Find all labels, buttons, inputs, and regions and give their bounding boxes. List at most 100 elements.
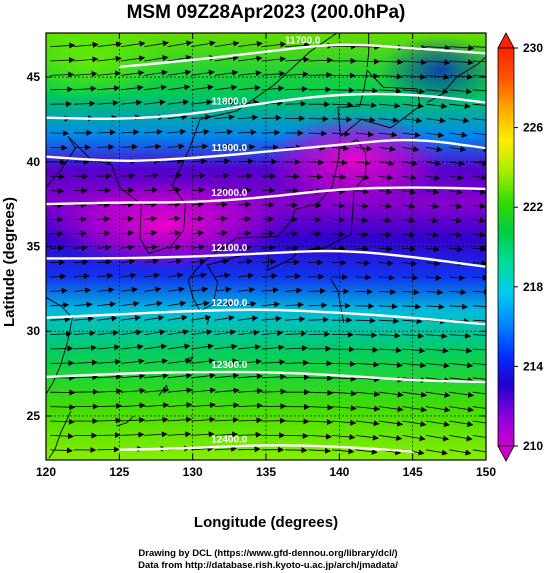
wind-vector — [378, 260, 394, 267]
wind-vector — [191, 84, 214, 91]
wind-vector — [355, 217, 369, 224]
wind-vector — [331, 101, 354, 108]
colorbar-tick-label: 230 — [523, 41, 543, 55]
wind-vector — [285, 432, 309, 439]
wind-vector — [73, 56, 99, 63]
y-tick-label: 45 — [27, 70, 41, 84]
wind-vector — [285, 287, 303, 294]
wind-vector — [73, 344, 97, 351]
wind-vector — [50, 57, 75, 64]
wind-vector — [144, 143, 162, 150]
wind-vector — [214, 358, 239, 365]
wind-vector — [214, 187, 229, 194]
wind-vector — [308, 404, 334, 411]
wind-vector — [238, 41, 263, 47]
wind-vector — [120, 343, 144, 350]
wind-vector — [73, 41, 99, 48]
wind-vector — [238, 187, 252, 194]
wind-vector — [238, 201, 252, 208]
wind-vector — [144, 84, 167, 91]
wind-vector — [120, 201, 134, 208]
wind-vector — [285, 316, 306, 323]
wind-vector — [238, 99, 260, 106]
wind-vector — [144, 128, 163, 135]
wind-vector — [449, 391, 475, 398]
wind-vector — [214, 99, 237, 106]
wind-vector — [402, 217, 416, 224]
wind-vector — [50, 316, 71, 323]
wind-vector — [214, 158, 231, 165]
wind-vector — [425, 303, 445, 310]
wind-vector — [167, 258, 183, 265]
wind-vector — [472, 217, 486, 224]
wind-vector — [308, 71, 333, 78]
wind-vector — [167, 431, 192, 438]
wind-vector — [167, 416, 193, 423]
wind-vector — [214, 402, 240, 409]
wind-vector — [50, 187, 65, 194]
contour-label: 11800.0 — [211, 96, 247, 107]
wind-vector — [402, 246, 417, 252]
x-axis-label: Longitude (degrees) — [194, 514, 338, 531]
wind-vector — [331, 216, 345, 223]
wind-vector — [167, 358, 192, 365]
wind-vector — [214, 215, 228, 222]
wind-vector — [402, 289, 420, 296]
wind-vector — [214, 69, 239, 76]
wind-vector — [120, 300, 140, 307]
wind-vector — [73, 85, 97, 92]
wind-vector — [378, 217, 392, 224]
wind-vector — [238, 315, 259, 322]
chart-title: MSM 09Z28Apr2023 (200.0hPa) — [127, 2, 406, 23]
wind-vector — [331, 405, 357, 412]
wind-vector — [449, 160, 465, 167]
wind-vector — [449, 435, 473, 442]
wind-vector — [191, 244, 205, 251]
colorbar-upper-extension — [497, 32, 515, 49]
wind-vector — [402, 174, 417, 181]
wind-vector — [144, 215, 158, 222]
wind-vector — [355, 391, 381, 398]
wind-vector — [285, 359, 310, 366]
y-tick-label: 40 — [27, 155, 41, 169]
wind-vector — [308, 173, 324, 180]
contour-label: 12400.0 — [211, 434, 248, 445]
wind-vector — [472, 406, 486, 409]
wind-vector — [449, 102, 471, 109]
coastline-segment — [116, 415, 135, 427]
wind-vector — [167, 372, 193, 379]
wind-vector — [472, 260, 486, 267]
wind-vector — [238, 272, 254, 279]
wind-vector — [167, 201, 181, 208]
wind-vector — [355, 43, 381, 50]
wind-vector — [449, 117, 470, 124]
wind-vector — [120, 143, 138, 150]
wind-vector — [425, 103, 448, 109]
wind-vector — [472, 203, 486, 209]
wind-vector — [167, 402, 193, 409]
wind-vector — [120, 286, 138, 293]
wind-vector — [167, 300, 187, 307]
wind-vector — [378, 117, 399, 124]
x-axis-ticks: 120 125 130 135 140 145 150 — [36, 33, 496, 479]
wind-vector — [425, 44, 451, 51]
height-contour-line — [46, 370, 486, 384]
wind-vector — [378, 435, 403, 441]
wind-vector — [73, 100, 96, 107]
wind-vector — [402, 420, 427, 427]
wind-vector — [472, 46, 486, 48]
wind-vector — [50, 418, 75, 425]
wind-vector — [97, 99, 119, 106]
wind-vector — [167, 215, 181, 222]
wind-vector — [425, 391, 451, 398]
wind-vector — [97, 373, 122, 380]
wind-vector — [285, 418, 310, 425]
wind-vector — [73, 359, 98, 366]
wind-vector — [214, 416, 239, 423]
wind-vector — [449, 289, 467, 296]
coastline-segment — [366, 33, 370, 67]
wind-vector — [97, 129, 116, 136]
wind-vector — [331, 116, 353, 123]
height-contour-line — [46, 308, 486, 326]
wind-vector — [167, 114, 188, 121]
